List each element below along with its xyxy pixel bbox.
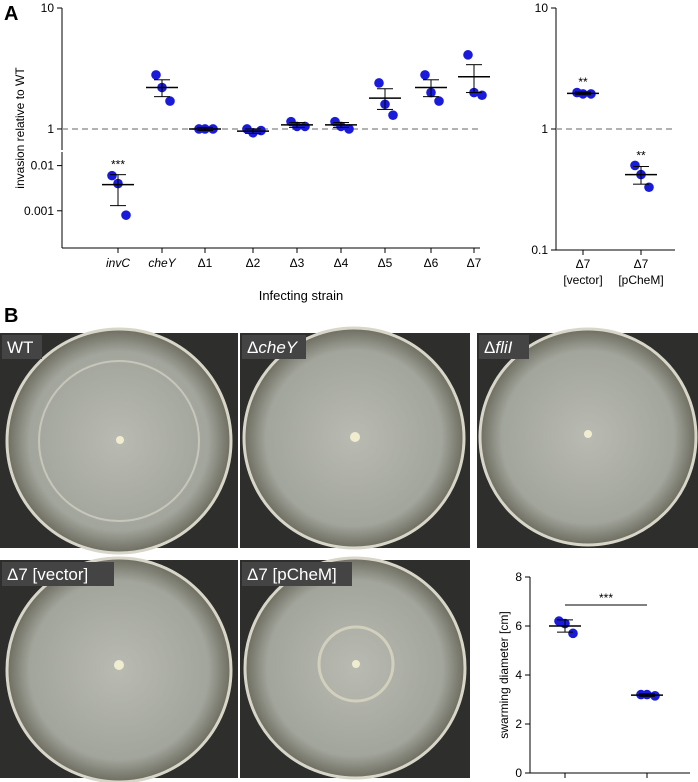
data-point [344,124,354,134]
photo: Δ7 [pCheM] [240,556,470,780]
x-axis-label: Infecting strain [259,288,344,303]
significance-label: ** [578,75,588,89]
data-point [463,50,473,60]
y-tick-label: 0.001 [24,204,54,218]
y-tick-label: 0.1 [531,243,548,257]
panel-label: A [4,3,18,25]
data-point [477,90,487,101]
significance-label: ** [636,148,646,162]
data-point [374,78,384,88]
x-tick-label: [pCheM] [618,273,663,287]
photo-label: Δ7 [vector] [7,565,88,584]
y-tick-label: 1 [541,122,548,136]
x-tick-label: Δ4 [334,256,349,270]
data-point [300,121,310,132]
y-tick-label: 6 [515,619,522,633]
data-point [107,170,117,181]
x-tick-label: cheY [148,256,176,270]
x-tick-label: Δ6 [424,256,439,270]
y-tick-label: 4 [515,668,522,682]
y-tick-label: 10 [535,1,549,15]
y-tick-label: 8 [515,570,522,584]
x-tick-label: Δ1 [198,256,213,270]
photo: ΔfliI [477,327,698,548]
y-axis-label: swarming diameter [cm] [497,611,511,738]
photo-label: WT [7,338,33,357]
y-tick-label: 2 [515,717,522,731]
panel-label: B [4,305,18,327]
x-tick-label: [vector] [563,273,602,287]
x-tick-label: Δ2 [246,256,261,270]
photo: ΔcheY [240,326,470,550]
data-point [630,160,640,171]
x-tick-label: Δ5 [378,256,393,270]
x-tick-label: Δ3 [290,256,305,270]
data-point [151,70,161,80]
y-tick-label: 0 [515,766,522,780]
data-point [121,210,131,220]
significance-label: *** [111,158,125,172]
x-tick-label: Δ7 [467,256,482,270]
x-tick-label: invC [106,256,130,270]
photo: Δ7 [vector] [0,556,238,782]
y-tick-label: 1 [47,122,54,136]
data-point [388,110,398,120]
photo-label: ΔfliI [484,338,513,357]
y-tick-label: 0.01 [31,159,55,173]
x-tick-label: Δ7 [576,257,591,271]
y-tick-label: 10 [41,1,55,15]
data-point [568,628,578,639]
data-point [644,182,654,193]
data-point [434,96,444,106]
photo: WT [0,327,238,555]
data-point [420,70,430,80]
data-point [165,96,175,106]
y-axis-label: invasion relative to WT [13,67,27,189]
photo-label: ΔcheY [247,338,299,357]
x-tick-label: Δ7 [634,257,649,271]
photo-label: Δ7 [pCheM] [247,565,337,584]
significance-label: *** [599,591,613,605]
